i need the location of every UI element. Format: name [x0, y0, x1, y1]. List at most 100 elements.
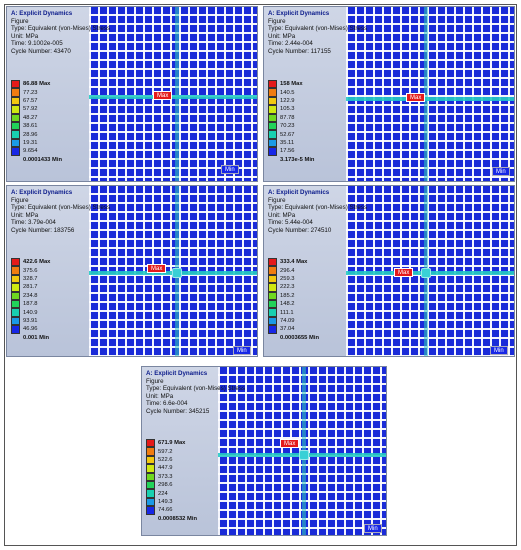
result-type: Type: Equivalent (von-Mises) Stress — [11, 25, 111, 33]
legend-label: 597.2 — [158, 448, 173, 455]
legend-swatch — [11, 113, 20, 122]
legend-swatch — [11, 80, 20, 89]
result-type: Type: Equivalent (von-Mises) Stress — [268, 204, 368, 212]
min-marker: Min — [490, 346, 508, 355]
legend-label: 281.7 — [23, 284, 38, 291]
legend-swatch — [268, 121, 277, 131]
stress-band-vertical — [424, 7, 428, 181]
legend-swatch — [146, 447, 155, 456]
mesh-grid — [346, 7, 514, 181]
legend-swatch — [11, 96, 20, 106]
legend-swatch — [146, 497, 155, 507]
unit-label: Unit: MPa — [268, 32, 296, 40]
legend-label: 70.23 — [280, 123, 295, 130]
legend-swatch — [146, 489, 155, 498]
unit-label: Unit: MPa — [11, 211, 39, 219]
crossing-node — [172, 268, 182, 278]
result-header: A: Explicit Dynamics Figure Type: Equiva… — [268, 189, 367, 235]
figure-label: Figure — [268, 17, 286, 25]
legend-swatch — [268, 105, 277, 114]
cycle-label: Cycle Number: 117155 — [268, 47, 331, 55]
legend-label: 35.11 — [280, 139, 295, 146]
result-type: Type: Equivalent (von-Mises) Stress — [268, 25, 368, 33]
legend-swatch — [268, 147, 277, 156]
max-marker: Max — [153, 91, 173, 100]
analysis-title: A: Explicit Dynamics — [11, 189, 73, 196]
legend-swatch — [268, 308, 277, 317]
time-label: Time: 6.6e-004 — [146, 400, 188, 408]
legend-min-label: 0.0001433 Min — [23, 156, 62, 163]
legend-label: 328.7 — [23, 275, 38, 282]
time-label: Time: 2.44e-004 — [268, 40, 313, 48]
legend-swatch — [268, 258, 277, 267]
color-legend: 333.4 Max 296.4 259.3 222.3 185.2 148.2 … — [268, 258, 319, 342]
legend-swatch — [146, 439, 155, 448]
min-marker: Min — [492, 167, 510, 176]
legend-label: 74.09 — [280, 317, 295, 324]
stress-band-horizontal — [346, 97, 514, 101]
legend-label: 37.04 — [280, 326, 295, 333]
legend-swatch — [11, 325, 20, 334]
stress-band-horizontal — [89, 95, 257, 99]
analysis-title: A: Explicit Dynamics — [268, 10, 330, 17]
legend-label: 148.2 — [280, 301, 295, 308]
legend-swatch — [268, 88, 277, 97]
legend-swatch — [11, 121, 20, 131]
legend-label: 187.8 — [23, 301, 38, 308]
legend-label: 74.66 — [158, 507, 173, 514]
legend-min-swatch — [11, 334, 20, 342]
legend-label: 17.56 — [280, 148, 295, 155]
unit-label: Unit: MPa — [11, 32, 39, 40]
color-legend: 158 Max 140.5 122.9 105.3 87.78 70.23 52… — [268, 80, 314, 164]
legend-label: 67.57 — [23, 97, 38, 104]
legend-label: 87.78 — [280, 114, 295, 121]
result-type: Type: Equivalent (von-Mises) Stress — [11, 204, 111, 212]
legend-swatch — [268, 266, 277, 275]
legend-swatch — [11, 266, 20, 275]
legend-label: 373.3 — [158, 473, 173, 480]
legend-swatch — [11, 299, 20, 309]
legend-swatch — [11, 147, 20, 156]
legend-min-label: 3.173e-5 Min — [280, 156, 315, 163]
crossing-node — [421, 268, 431, 278]
cycle-label: Cycle Number: 43470 — [11, 47, 71, 55]
legend-min-label: 0.0003655 Min — [280, 334, 319, 341]
time-label: Time: 5.44e-004 — [268, 219, 313, 227]
legend-swatch — [11, 130, 20, 139]
legend-swatch — [268, 138, 277, 148]
crossing-node — [299, 450, 309, 460]
legend-label: 19.31 — [23, 139, 38, 146]
legend-label: 149.3 — [158, 498, 173, 505]
legend-swatch — [11, 316, 20, 326]
legend-label: 57.92 — [23, 106, 38, 113]
legend-swatch — [11, 308, 20, 317]
legend-label: 52.67 — [280, 131, 295, 138]
legend-swatch — [268, 325, 277, 334]
legend-max-label: 158 Max — [280, 81, 303, 88]
legend-label: 375.6 — [23, 267, 38, 274]
legend-swatch — [268, 291, 277, 300]
color-legend: 86.88 Max 77.23 67.57 57.92 48.27 38.61 … — [11, 80, 62, 164]
legend-label: 140.5 — [280, 89, 295, 96]
max-marker: Max — [394, 268, 414, 277]
result-header: A: Explicit Dynamics Figure Type: Equiva… — [268, 10, 367, 56]
legend-label: 46.96 — [23, 326, 38, 333]
result-header: A: Explicit Dynamics Figure Type: Equiva… — [11, 189, 110, 235]
legend-swatch — [268, 316, 277, 326]
legend-swatch — [268, 130, 277, 139]
legend-min-swatch — [146, 515, 155, 523]
legend-label: 28.96 — [23, 131, 38, 138]
legend-swatch — [146, 455, 155, 465]
analysis-title: A: Explicit Dynamics — [11, 10, 73, 17]
result-header: A: Explicit Dynamics Figure Type: Equiva… — [146, 370, 245, 416]
legend-label: 9.654 — [23, 148, 38, 155]
legend-min-swatch — [268, 156, 277, 164]
legend-label: 185.2 — [280, 292, 295, 299]
legend-max-label: 86.88 Max — [23, 81, 51, 88]
panel-5: Max Min A: Explicit Dynamics Figure Type… — [141, 366, 387, 536]
legend-min-swatch — [11, 156, 20, 164]
legend-swatch — [146, 480, 155, 490]
min-marker: Min — [364, 524, 382, 533]
cycle-label: Cycle Number: 183756 — [11, 226, 75, 234]
max-marker: Max — [406, 93, 426, 102]
